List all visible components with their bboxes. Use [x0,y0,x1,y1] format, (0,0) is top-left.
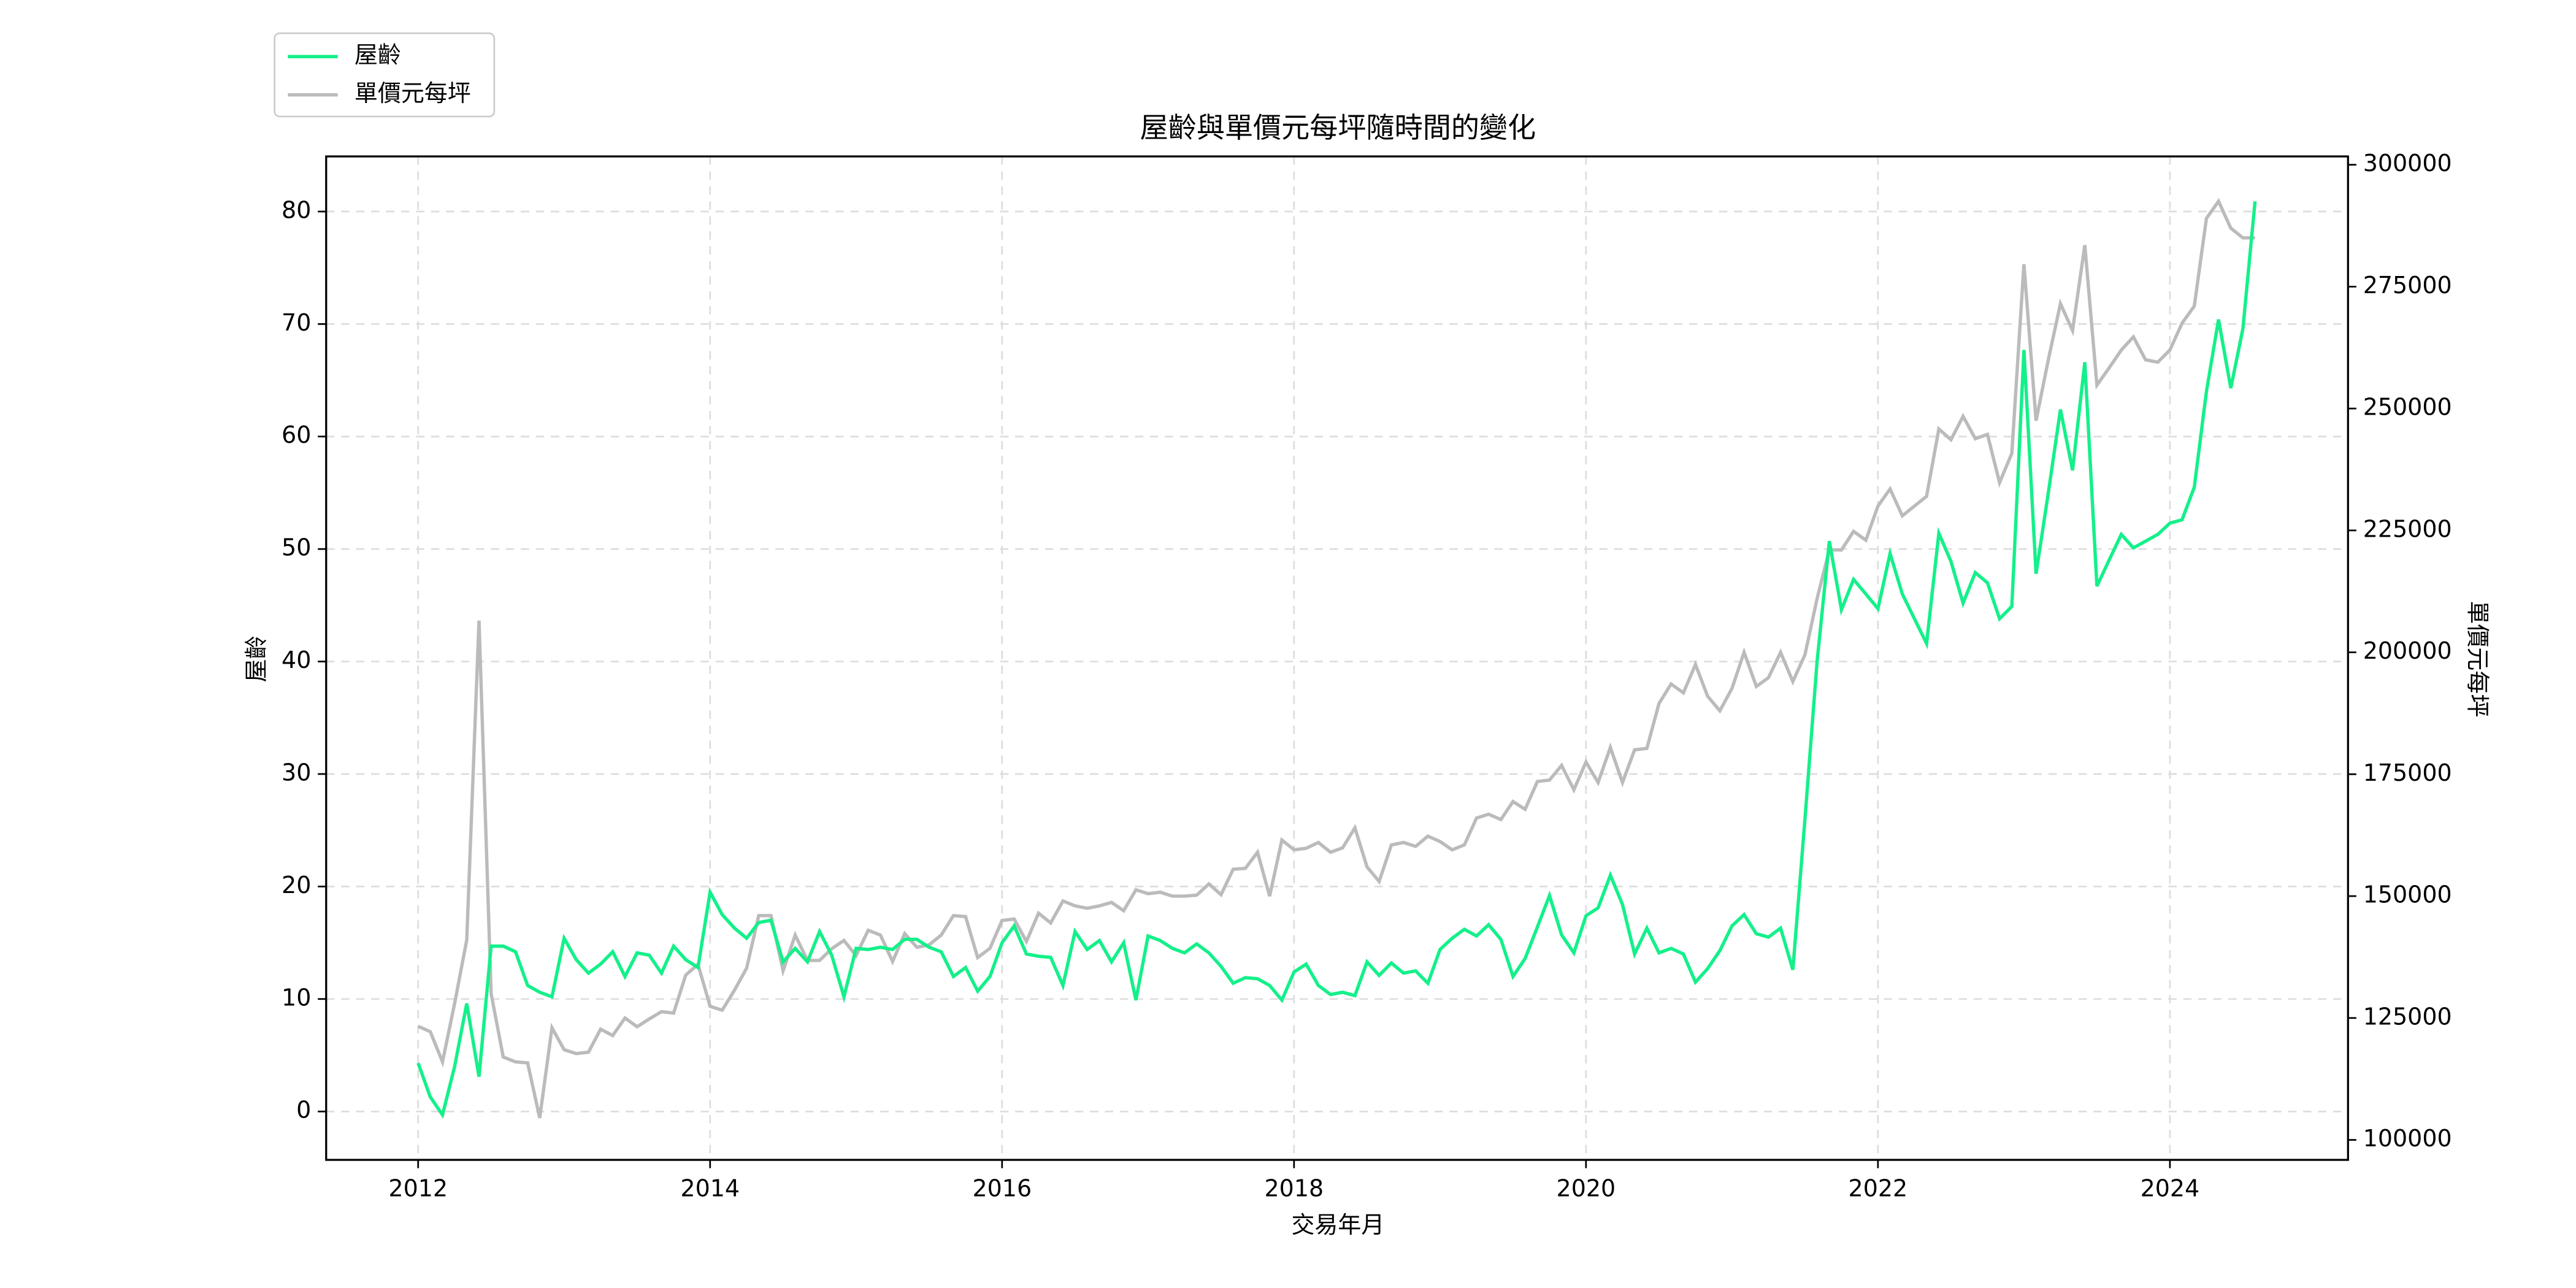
y2-tick-label: 200000 [2363,637,2452,664]
y-tick-label: 70 [282,309,311,336]
y2-axis-label: 單價元每坪 [2464,600,2491,717]
y-tick-label: 40 [282,646,311,673]
y2-tick-label: 125000 [2363,1003,2452,1030]
y2-tick-label: 150000 [2363,881,2452,908]
x-tick-label: 2014 [680,1175,740,1202]
y2-tick-label: 175000 [2363,759,2452,786]
plot-frame [325,155,2349,1161]
y-tick-label: 10 [282,984,311,1011]
data-line [416,201,2257,1119]
x-tick-label: 2020 [1557,1175,1616,1202]
x-tick-label: 2018 [1265,1175,1324,1202]
data-line [417,197,2255,1119]
x-tick-label: 2022 [1849,1175,1908,1202]
y2-tick-label: 275000 [2363,272,2452,299]
y2-tick-label: 100000 [2363,1125,2452,1152]
x-tick-label: 2012 [388,1175,448,1202]
y-tick-label: 0 [296,1097,311,1124]
legend-label: 單價元每坪 [355,80,471,107]
legend-label: 屋齡 [355,42,401,69]
y-tick-label: 20 [282,872,311,899]
y-tick-label: 30 [282,759,311,786]
y2-tick-label: 250000 [2363,394,2452,421]
y-tick-label: 80 [282,196,311,223]
chart-title: 屋齡與單價元每坪隨時間的變化 [1140,111,1536,144]
x-axis-label: 交易年月 [1291,1211,1384,1238]
y2-tick-label: 300000 [2363,150,2452,177]
y-tick-label: 60 [282,421,311,448]
y2-tick-label: 225000 [2363,515,2452,542]
x-tick-label: 2024 [2141,1175,2200,1202]
x-tick-label: 2016 [972,1175,1032,1202]
y-axis-label: 屋齡 [243,635,270,682]
y-tick-label: 50 [282,534,311,561]
